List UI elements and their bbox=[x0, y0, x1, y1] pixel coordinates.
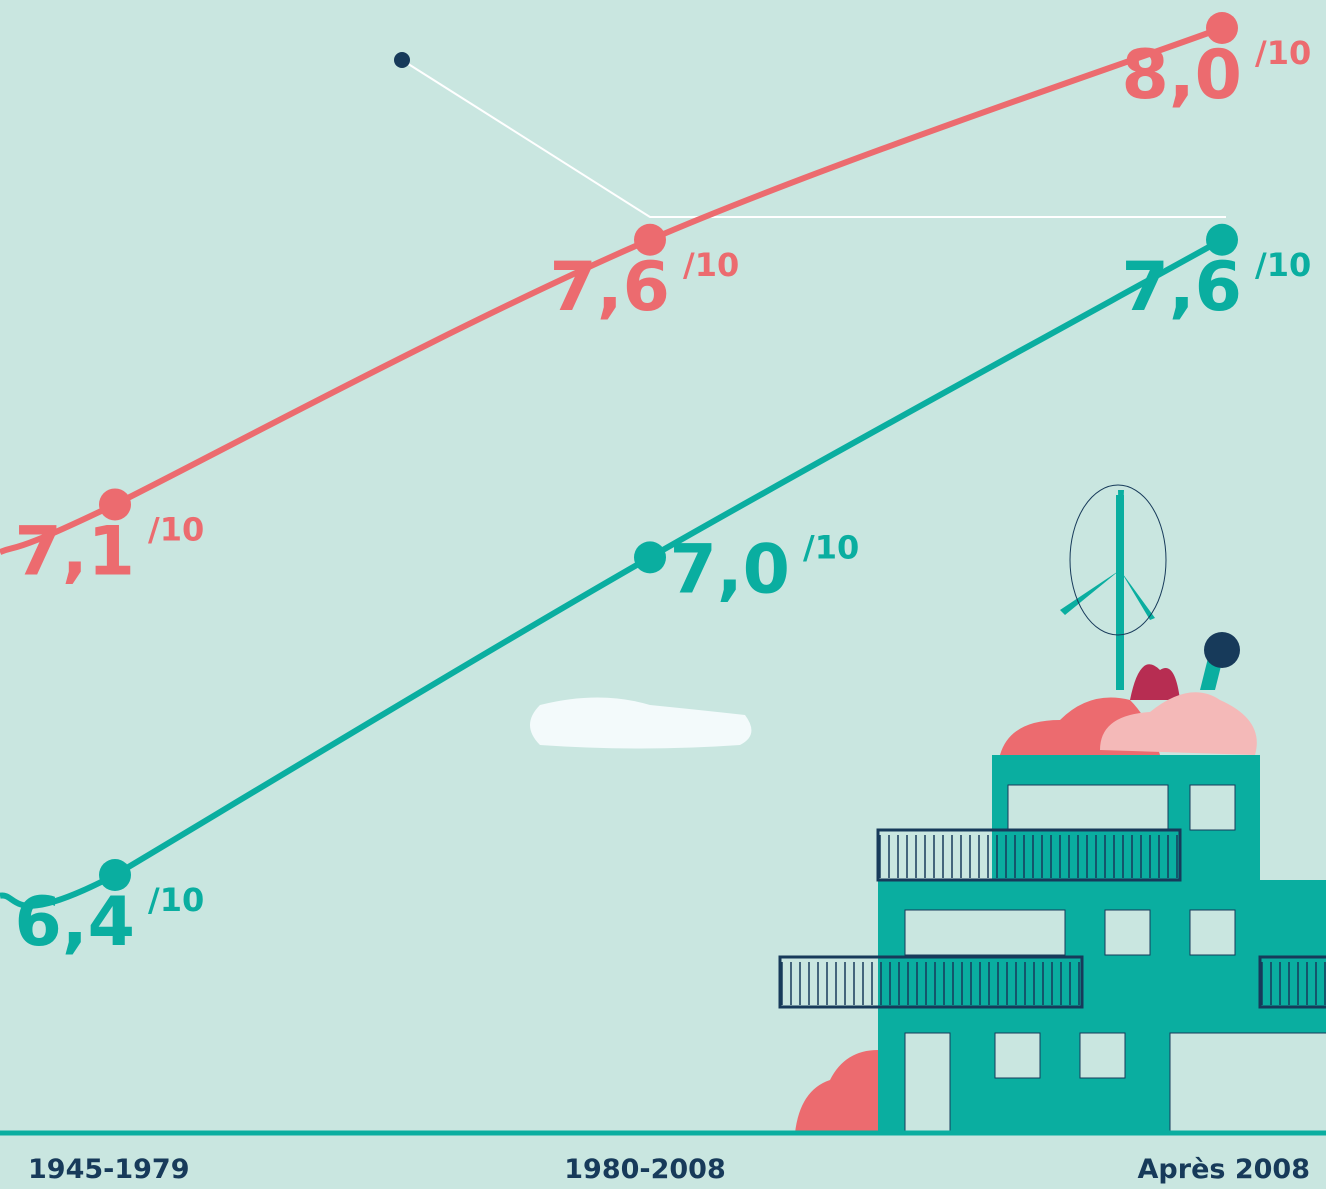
value-label: 7,6 bbox=[550, 248, 670, 327]
value-suffix: /10 bbox=[148, 881, 204, 919]
chart: 1945-1979 1980-2008 Après 2008 7,1/10 7,6/10… bbox=[0, 0, 1326, 1189]
x-tick-label: 1980-2008 bbox=[564, 1154, 726, 1185]
value-label: 7,0 bbox=[670, 530, 790, 609]
x-tick-label: Après 2008 bbox=[1138, 1154, 1310, 1185]
value-label: 7,6 bbox=[1122, 248, 1242, 327]
x-tick-label: 1945-1979 bbox=[28, 1154, 190, 1185]
value-label: 8,0 bbox=[1122, 36, 1242, 115]
value-suffix: /10 bbox=[803, 528, 859, 566]
point bbox=[634, 541, 666, 573]
value-suffix: /10 bbox=[1255, 34, 1311, 72]
value-suffix: /10 bbox=[1255, 246, 1311, 284]
value-label: 7,1 bbox=[15, 512, 135, 591]
value-suffix: /10 bbox=[683, 246, 739, 284]
value-label: 6,4 bbox=[15, 883, 135, 962]
value-suffix: /10 bbox=[148, 510, 204, 548]
